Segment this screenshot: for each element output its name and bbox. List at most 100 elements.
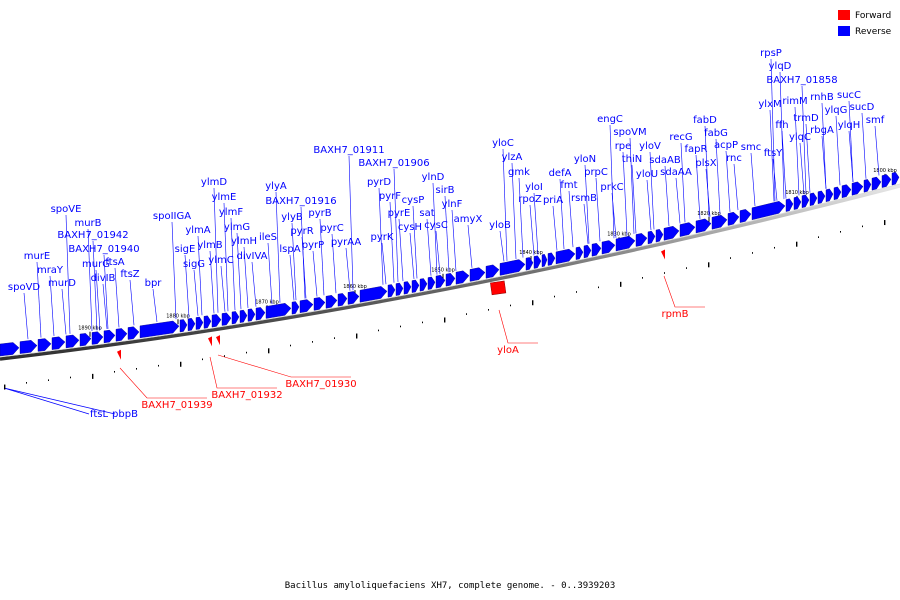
reverse-leader-line — [552, 205, 558, 251]
reverse-gene-label: yloV — [639, 141, 661, 152]
reverse-gene-label: pbpB — [112, 409, 138, 420]
reverse-gene-arrow — [891, 171, 900, 186]
forward-strand-genes — [117, 249, 665, 360]
reverse-leader-line — [267, 242, 273, 305]
axis-tick-label: 1860 kbp — [343, 284, 367, 290]
scale-dot — [620, 281, 622, 287]
reverse-leader-line — [348, 155, 354, 291]
reverse-gene-label: pyrB — [308, 208, 331, 219]
reverse-gene-label: ylxM — [758, 99, 781, 110]
forward-gene-label: yloA — [497, 345, 519, 356]
reverse-leader-line — [301, 236, 307, 299]
reverse-gene-arrow — [387, 284, 396, 298]
reverse-gene-arrow — [695, 218, 712, 234]
reverse-gene-label: pyrD — [367, 177, 391, 188]
scale-dot — [400, 325, 401, 328]
reverse-gene-arrow — [663, 225, 680, 241]
scale-dot — [488, 309, 489, 311]
reverse-gene-label: trmD — [793, 113, 819, 124]
scale-dot — [92, 373, 94, 379]
reverse-leader-line — [36, 261, 42, 338]
reverse-leader-line — [622, 151, 628, 236]
reverse-gene-label: ylzA — [502, 152, 523, 163]
reverse-gene-arrow — [615, 235, 636, 252]
reverse-gene-arrow — [299, 299, 314, 313]
reverse-gene-label: ylyA — [265, 181, 287, 192]
reverse-leader-line — [230, 217, 236, 311]
reverse-gene-label: murD — [48, 278, 76, 289]
reverse-gene-label: gmk — [508, 167, 530, 178]
reverse-leader-line — [87, 228, 93, 332]
forward-leader-line — [663, 275, 705, 308]
reverse-gene-label: cysP — [402, 195, 425, 206]
axis-tick-label: 1880 kbp — [166, 313, 190, 319]
reverse-gene-label: bpr — [145, 278, 163, 289]
reverse-leader-line — [197, 235, 203, 316]
reverse-leader-line — [409, 232, 415, 280]
scale-dot — [136, 367, 137, 370]
reverse-gene-arrow — [809, 192, 818, 206]
reverse-gene-label: fabG — [704, 128, 728, 139]
reverse-leader-line — [223, 202, 229, 312]
reverse-gene-arrow — [455, 270, 470, 285]
reverse-gene-label: divIVA — [236, 251, 267, 262]
reverse-gene-arrow — [785, 198, 794, 212]
reverse-gene-label: smc — [741, 142, 761, 153]
reverse-gene-label: ileS — [259, 232, 277, 243]
gene-labels: spoVD murE mraY murD spoVE murBBAXH7_01942mur… — [8, 48, 885, 420]
reverse-gene-label: spoVM — [613, 127, 646, 138]
reverse-leader-line — [821, 102, 827, 189]
scale-dot — [114, 370, 115, 373]
reverse-gene-arrow — [0, 342, 20, 357]
reverse-gene-label: fabD — [693, 115, 717, 126]
forward-gene-arrow — [490, 280, 507, 296]
reverse-gene-arrow — [601, 240, 616, 255]
scale-dot — [312, 341, 313, 343]
reverse-gene-label: BAXH7_01858 — [766, 75, 837, 86]
reverse-gene-arrow — [525, 257, 534, 271]
axis-tick-label: 1870 kbp — [255, 299, 279, 305]
scale-dot — [686, 267, 687, 269]
reverse-leader-line — [467, 224, 473, 268]
reverse-leader-line — [584, 164, 590, 244]
forward-leader-line — [217, 354, 351, 378]
reverse-gene-arrow — [871, 176, 882, 191]
reverse-gene-label: ylqD — [769, 61, 792, 72]
reverse-gene-label: ylmB — [197, 240, 222, 251]
reverse-gene-arrow — [403, 281, 412, 295]
reverse-leader-line — [220, 265, 226, 312]
reverse-leader-line — [209, 250, 215, 314]
reverse-gene-label: yloN — [574, 154, 596, 165]
reverse-gene-label: rpoZ — [518, 194, 542, 205]
reverse-gene-arrow — [79, 333, 92, 347]
reverse-gene-arrow — [103, 329, 116, 344]
reverse-gene-arrow — [727, 211, 740, 226]
forward-leader-line — [119, 367, 207, 399]
reverse-gene-label: rbgA — [810, 125, 834, 136]
reverse-leader-line — [171, 221, 177, 320]
reverse-leader-line — [114, 267, 120, 328]
reverse-gene-label: BAXH7_01916 — [265, 196, 336, 207]
reverse-gene-arrow — [347, 291, 360, 305]
reverse-leader-line — [704, 125, 710, 217]
reverse-leader-line — [559, 178, 565, 250]
reverse-leader-line — [715, 138, 721, 215]
reverse-leader-line — [664, 165, 670, 227]
reverse-leader-line — [426, 218, 432, 276]
reverse-leader-line — [102, 283, 108, 330]
reverse-gene-arrow — [469, 267, 486, 282]
reverse-gene-arrow — [65, 334, 80, 349]
reverse-gene-label: fmt — [560, 180, 577, 191]
reverse-gene-label: ftsY — [764, 148, 783, 159]
axis-tick-label: 1810 kbp — [785, 190, 809, 196]
reverse-gene-label: rpsP — [760, 48, 782, 59]
lower-scale-dots — [4, 220, 886, 390]
reverse-gene-label: BAXH7_01940 — [68, 244, 139, 255]
scale-dot — [290, 344, 291, 347]
reverse-gene-label: rsmB — [571, 193, 597, 204]
reverse-leader-line — [695, 154, 701, 219]
reverse-gene-arrow — [337, 293, 348, 307]
reverse-leader-line — [3, 387, 116, 415]
reverse-gene-label: divIB — [91, 273, 116, 284]
